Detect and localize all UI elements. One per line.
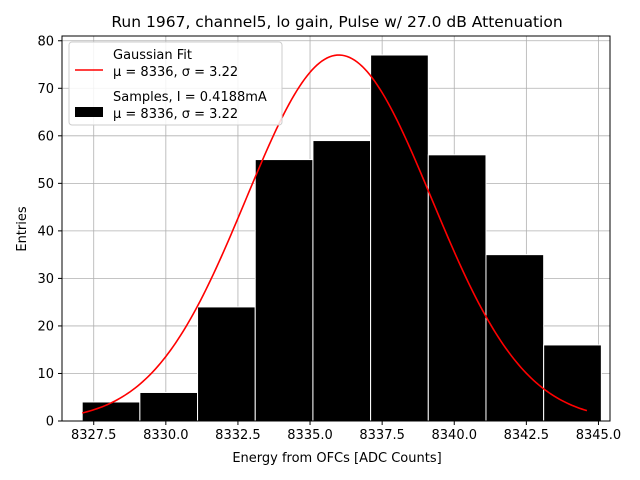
histogram-bar-3 bbox=[254, 159, 314, 422]
y-tick-label-8: 80 bbox=[37, 34, 54, 49]
y-tick-label-7: 70 bbox=[37, 82, 54, 97]
x-tick-label-4: 8337.5 bbox=[359, 428, 405, 443]
y-tick-label-5: 50 bbox=[37, 177, 54, 192]
x-axis-ticks: 8327.5 8330.0 8332.5 8335.0 8337.5 8340.0 8342… bbox=[71, 421, 621, 443]
histogram-bar-6 bbox=[427, 154, 487, 422]
legend-stats-0: μ = 8336, σ = 3.22 bbox=[113, 65, 238, 80]
x-tick-label-6: 8342.5 bbox=[504, 428, 550, 443]
histogram-bar-1 bbox=[139, 391, 199, 422]
histogram-bar-2 bbox=[197, 306, 256, 422]
x-tick-label-0: 8327.5 bbox=[71, 428, 117, 443]
histogram-bar-8 bbox=[543, 344, 602, 422]
gaussian-fit bbox=[81, 54, 588, 414]
legend-stats-1: μ = 8336, σ = 3.22 bbox=[113, 107, 238, 122]
x-tick-label-7: 8345.0 bbox=[576, 428, 622, 443]
y-axis-ticks: 0 10 20 30 40 50 60 70 80 bbox=[37, 34, 62, 430]
legend: Gaussian Fit μ = 8336, σ = 3.22 Samples, I… bbox=[68, 41, 283, 126]
legend-marker-samples bbox=[75, 107, 103, 117]
x-tick-label-1: 8330.0 bbox=[143, 428, 189, 443]
y-tick-label-6: 60 bbox=[37, 129, 54, 144]
x-axis-label: Energy from OFCs [ADC Counts] bbox=[232, 451, 441, 466]
y-tick-label-0: 0 bbox=[46, 415, 54, 430]
gaussian-fit-line bbox=[81, 54, 588, 414]
y-axis-label: Entries bbox=[15, 206, 30, 252]
legend-box bbox=[68, 41, 283, 126]
chart-title: Run 1967, channel5, lo gain, Pulse w/ 27… bbox=[111, 13, 562, 31]
histogram-bar-7 bbox=[485, 254, 545, 422]
x-tick-label-5: 8340.0 bbox=[432, 428, 478, 443]
histogram-bar-4 bbox=[312, 140, 372, 422]
y-tick-label-4: 40 bbox=[37, 224, 54, 239]
x-tick-label-3: 8335.0 bbox=[287, 428, 333, 443]
y-tick-label-1: 10 bbox=[37, 367, 54, 382]
histogram-bars bbox=[81, 54, 602, 422]
legend-label-0: Gaussian Fit bbox=[113, 48, 192, 63]
legend-label-1: Samples, I = 0.4188mA bbox=[113, 90, 267, 105]
histogram-bar-0 bbox=[81, 401, 141, 422]
histogram-bar-5 bbox=[370, 54, 429, 422]
y-tick-label-3: 30 bbox=[37, 272, 54, 287]
y-tick-label-2: 20 bbox=[37, 319, 54, 334]
x-tick-label-2: 8332.5 bbox=[215, 428, 261, 443]
plot-frame bbox=[61, 35, 611, 422]
axes-frame bbox=[61, 35, 611, 422]
